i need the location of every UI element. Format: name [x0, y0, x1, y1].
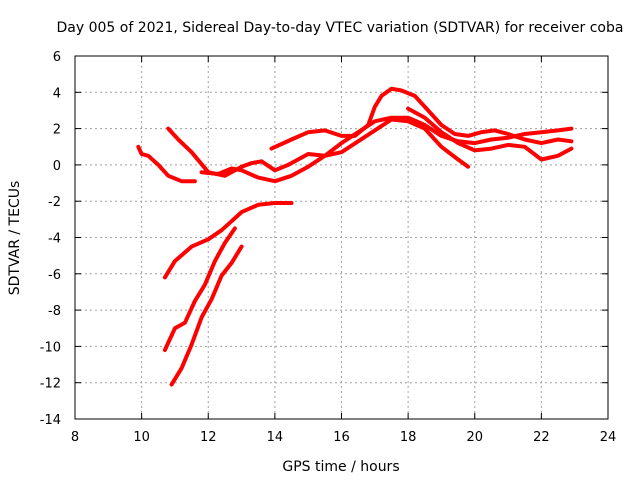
x-axis-label: GPS time / hours	[282, 459, 399, 475]
y-tick-label: -10	[40, 340, 61, 355]
series-track-7	[162, 226, 237, 352]
series-track-5	[406, 106, 574, 162]
series-track-1	[136, 144, 197, 184]
x-tick-label: 16	[333, 430, 350, 445]
grid-lines	[75, 56, 608, 419]
y-tick-label: -2	[48, 195, 61, 210]
chart-title: Day 005 of 2021, Sidereal Day-to-day VTE…	[57, 20, 624, 36]
y-tick-label: -4	[48, 232, 61, 247]
series-track-4	[269, 86, 574, 151]
data-series	[136, 86, 574, 387]
x-tick-label: 18	[400, 430, 417, 445]
y-tick-label: 6	[53, 50, 61, 65]
y-tick-label: -8	[48, 304, 61, 319]
series-track-2	[166, 117, 471, 178]
y-tick-label: -12	[40, 377, 61, 392]
x-tick-label: 14	[267, 430, 284, 445]
y-tick-label: -6	[48, 268, 61, 283]
y-axis-label: SDTVAR / TECUs	[7, 181, 23, 296]
x-tick-label: 10	[133, 430, 150, 445]
x-tick-label: 20	[466, 430, 483, 445]
series-track-6	[162, 201, 294, 280]
x-tick-label: 24	[600, 430, 617, 445]
x-tick-label: 12	[200, 430, 217, 445]
x-tick-label: 8	[71, 430, 79, 445]
series-track-8	[169, 244, 244, 387]
y-tick-label: -14	[40, 413, 61, 428]
series-track-3	[199, 115, 574, 184]
x-tick-label: 22	[533, 430, 550, 445]
y-tick-label: 2	[53, 123, 61, 138]
y-tick-label: 0	[53, 159, 61, 174]
y-tick-label: 4	[53, 86, 61, 101]
